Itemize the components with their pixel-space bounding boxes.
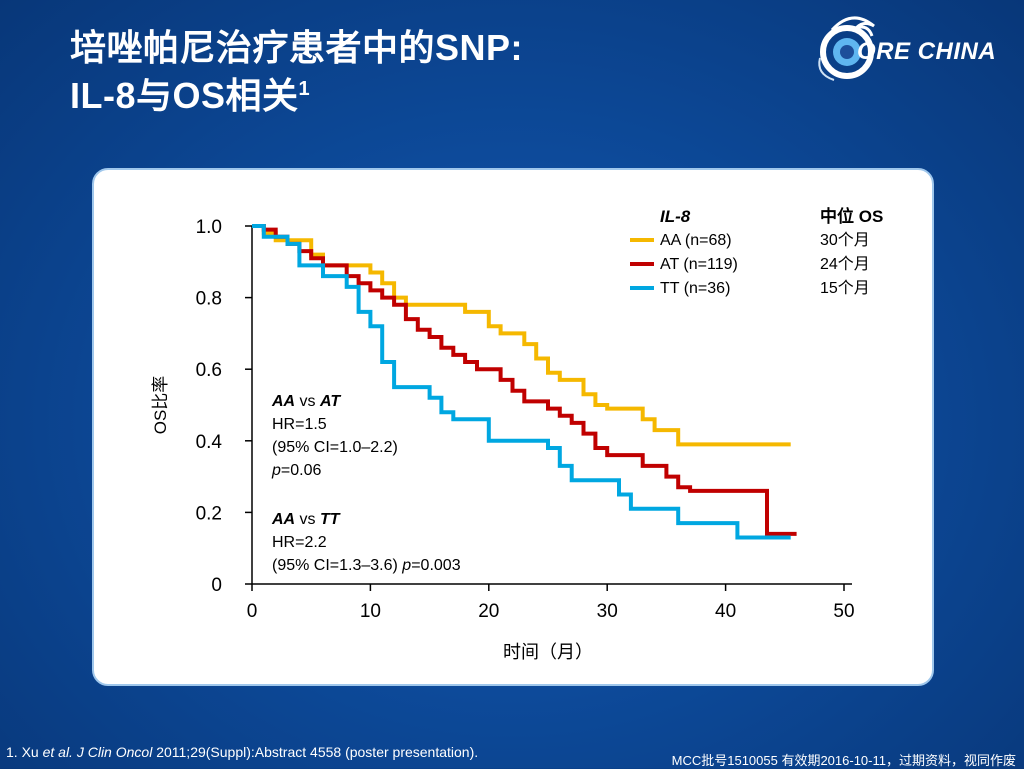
legend-label-2: AT (n=119) <box>660 256 738 273</box>
annotation-aa-vs-at: AA vs AT HR=1.5 (95% CI=1.0–2.2) p=0.06 <box>271 393 398 479</box>
x-tick-label: 0 <box>247 601 258 622</box>
x-axis-label: 时间（月） <box>503 642 593 662</box>
core-china-logo-icon <box>818 16 875 81</box>
x-tick-label: 10 <box>360 601 381 622</box>
km-survival-chart: 0 10 20 30 40 50 0 0.2 0.4 0.6 0.8 1.0 OS比率 时间（月） I… <box>151 206 883 662</box>
annot2-g1: AA <box>271 511 295 528</box>
footer-reference: 1. Xu et al. J Clin Oncol 2011;29(Suppl)… <box>6 744 478 760</box>
annot2-g2: TT <box>320 511 341 528</box>
annot1-hr: HR=1.5 <box>272 416 327 433</box>
legend-header: IL-8 <box>660 207 691 226</box>
legend-median-3: 15个月 <box>820 279 870 297</box>
x-tick-label: 40 <box>715 601 736 622</box>
footer-ref-part3: 2011;29(Suppl):Abstract 4558 (poster pre… <box>152 744 479 760</box>
svg-text:(95% CI=1.3–3.6) p=0.003: (95% CI=1.3–3.6) p=0.003 <box>272 557 461 574</box>
y-tick-label: 0.4 <box>196 432 223 453</box>
y-tick-label: 0.6 <box>196 360 222 381</box>
title-superscript: 1 <box>298 78 311 100</box>
y-tick-label: 0.2 <box>196 503 222 524</box>
annot1-p-value: =0.06 <box>281 462 322 479</box>
annot1-vs: vs <box>295 393 320 410</box>
legend-median-1: 30个月 <box>820 231 870 249</box>
legend-label-3: TT (n=36) <box>660 280 730 297</box>
y-tick-label: 0 <box>211 575 222 596</box>
annot2-p-value: =0.003 <box>411 557 460 574</box>
svg-text:AA vs AT: AA vs AT <box>271 393 341 410</box>
x-tick-label: 30 <box>597 601 618 622</box>
footer-ref-part1: 1. Xu <box>6 744 43 760</box>
x-tick-label: 20 <box>478 601 499 622</box>
annot2-vs: vs <box>295 511 320 528</box>
annot2-hr: HR=2.2 <box>272 534 327 551</box>
annot1-p-letter: p <box>271 462 281 479</box>
title-line-2: IL-8与OS相关 <box>70 75 299 116</box>
x-tick-label: 50 <box>833 601 854 622</box>
svg-text:p=0.06: p=0.06 <box>271 462 321 479</box>
chart-axes: 0 10 20 30 40 50 0 0.2 0.4 0.6 0.8 1.0 <box>196 217 855 622</box>
legend: IL-8 中位 OS AA (n=68) 30个月 AT (n=119) 24个月 TT… <box>630 206 883 297</box>
legend-label-1: AA (n=68) <box>660 232 732 249</box>
footer-approval-number: MCC批号1510055 有效期2016-10-11，过期资料，视同作废 <box>671 753 1016 768</box>
annotation-aa-vs-tt: AA vs TT HR=2.2 (95% CI=1.3–3.6) p=0.003 <box>271 511 461 574</box>
footer-ref-part2: et al. J Clin Oncol <box>42 744 153 760</box>
annot1-g1: AA <box>271 393 295 410</box>
median-os-header: 中位 OS <box>820 206 883 226</box>
y-axis-label: OS比率 <box>151 376 170 435</box>
slide-title: 培唑帕尼治疗患者中的SNP: IL-8与OS相关1 <box>70 24 523 120</box>
svg-text:AA vs TT: AA vs TT <box>271 511 341 528</box>
annot2-p-letter: p <box>401 557 411 574</box>
logo-text: ORE CHINA <box>857 38 997 65</box>
annot2-ci: (95% CI=1.3–3.6) <box>272 557 402 574</box>
annot1-ci: (95% CI=1.0–2.2) <box>272 439 398 456</box>
plot-area <box>252 224 797 540</box>
series-line-3 <box>252 224 791 540</box>
title-line-1: 培唑帕尼治疗患者中的SNP: <box>70 27 524 68</box>
y-tick-label: 0.8 <box>196 289 222 310</box>
series-line-2 <box>252 224 797 536</box>
annot1-g2: AT <box>319 393 341 410</box>
chart-card: 0 10 20 30 40 50 0 0.2 0.4 0.6 0.8 1.0 OS比率 时间（月） I… <box>92 168 934 686</box>
legend-median-2: 24个月 <box>820 255 870 273</box>
y-tick-label: 1.0 <box>196 217 222 238</box>
